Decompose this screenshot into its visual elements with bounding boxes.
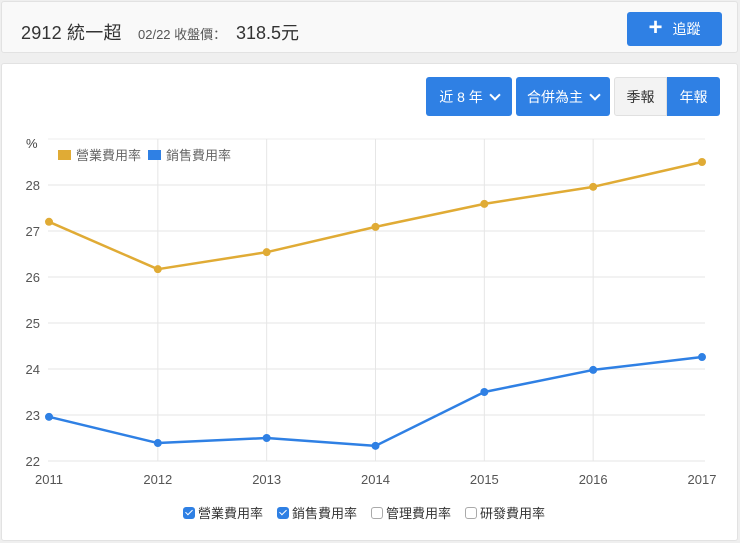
annual-tab[interactable]: 年報: [667, 77, 720, 116]
stock-header: 2912 統一超 02/22 收盤價： 318.5元 + 追蹤: [1, 1, 738, 53]
chevron-down-icon: [489, 88, 501, 101]
toggle-label: 營業費用率: [198, 506, 264, 521]
range-label: 近 8 年: [439, 88, 483, 105]
track-button[interactable]: + 追蹤: [627, 12, 722, 46]
toggle-operating-expense[interactable]: 營業費用率: [183, 503, 263, 522]
toggle-selling-expense[interactable]: 銷售費用率: [277, 503, 357, 522]
range-dropdown[interactable]: 近 8 年: [426, 77, 512, 116]
quarterly-tab[interactable]: 季報: [614, 77, 667, 116]
checkbox[interactable]: [371, 506, 384, 519]
series-toggles: 營業費用率 銷售費用率 管理費用率 研發費用率: [183, 503, 545, 522]
chevron-down-icon: [589, 88, 601, 101]
toggle-rnd-expense[interactable]: 研發費用率: [465, 503, 545, 522]
basis-label: 合併為主: [527, 88, 583, 105]
checkbox[interactable]: [183, 506, 195, 519]
checkbox[interactable]: [465, 506, 478, 519]
toggle-label: 銷售費用率: [292, 506, 358, 521]
chart-card: [1, 63, 738, 541]
toggle-label: 研發費用率: [480, 506, 546, 521]
plus-icon: +: [648, 14, 663, 41]
close-price: 318.5元: [236, 23, 300, 43]
close-date-label: 02/22 收盤價：: [138, 27, 227, 42]
stock-name: 2912 統一超: [21, 23, 122, 43]
basis-dropdown[interactable]: 合併為主: [516, 77, 610, 116]
toggle-admin-expense[interactable]: 管理費用率: [371, 503, 451, 522]
track-label: 追蹤: [672, 21, 701, 37]
toggle-label: 管理費用率: [386, 506, 452, 521]
checkbox[interactable]: [277, 506, 290, 519]
